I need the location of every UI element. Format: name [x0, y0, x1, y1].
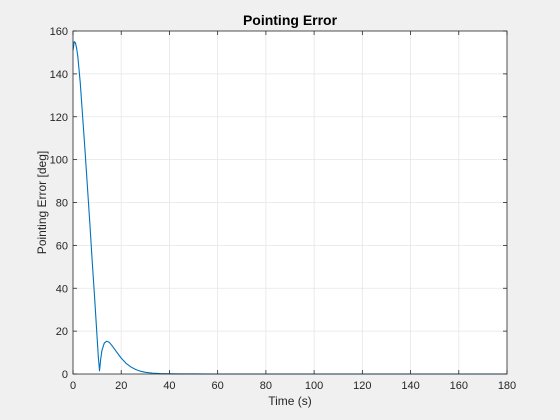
- x-tick-label: 180: [498, 380, 516, 392]
- x-tick-label: 20: [115, 380, 127, 392]
- grid: [73, 31, 507, 374]
- y-tick-label: 20: [56, 326, 68, 338]
- y-tick-label: 100: [50, 155, 68, 167]
- x-tick-label: 40: [163, 380, 175, 392]
- y-tick-label: 80: [56, 198, 68, 210]
- x-tick-label: 80: [260, 380, 272, 392]
- x-axis-label: Time (s): [268, 394, 312, 408]
- x-tick-label: 60: [212, 380, 224, 392]
- y-tick-label: 140: [50, 69, 68, 81]
- x-tick-label: 160: [450, 380, 468, 392]
- y-tick-label: 160: [50, 26, 68, 38]
- y-tick-label: 120: [50, 112, 68, 124]
- axis-ticks: 0 20 40 60 80 100 120 140 160 180 0 20 40 60 80 100 120 1…: [50, 26, 517, 392]
- x-tick-label: 120: [353, 380, 371, 392]
- x-tick-label: 0: [70, 380, 76, 392]
- y-axis-label: Pointing Error [deg]: [35, 151, 49, 254]
- x-tick-label: 100: [305, 380, 323, 392]
- y-tick-label: 0: [62, 369, 68, 381]
- chart-title: Pointing Error: [243, 12, 338, 28]
- y-tick-label: 60: [56, 240, 68, 252]
- x-tick-label: 140: [401, 380, 419, 392]
- y-tick-label: 40: [56, 283, 68, 295]
